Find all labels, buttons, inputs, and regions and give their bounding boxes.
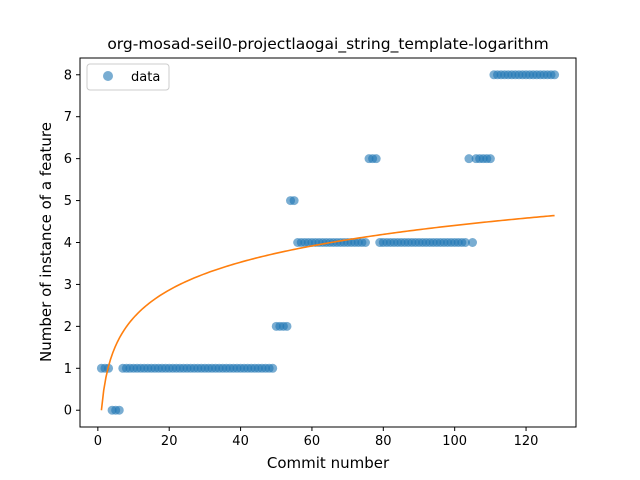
x-tick-label: 80 [375,434,392,449]
data-point [464,154,474,164]
data-point [114,405,124,415]
fit-line [100,214,555,411]
legend: data [86,63,170,91]
x-tick-label: 0 [94,434,102,449]
chart-title: org-mosad-seil0-projectlaogai_string_tem… [107,35,548,54]
x-tick-label: 100 [442,434,467,449]
y-tick-label: 3 [64,278,72,293]
y-tick-label: 7 [64,110,72,125]
y-tick-label: 1 [64,362,72,377]
legend-box [86,63,170,91]
x-tick-label: 20 [161,434,178,449]
data-point [360,238,370,247]
data-point [268,363,278,373]
legend-marker-data [103,71,113,81]
y-tick-label: 5 [64,194,72,209]
data-point [289,196,299,206]
x-axis-label: Commit number [267,454,390,472]
y-tick-label: 0 [64,404,72,419]
data-point [485,154,495,164]
data-point [550,70,560,80]
x-tick-label: 60 [304,434,321,449]
data-point [282,321,292,331]
data-point [460,238,470,247]
y-tick-label: 2 [64,320,72,335]
x-axis: 0 20 40 60 80 100 120 [94,427,539,449]
y-tick-label: 4 [64,236,72,251]
y-tick-label: 6 [64,152,72,167]
y-tick-label: 8 [64,68,72,83]
y-axis-label: Number of instance of a feature [37,122,55,362]
plot-area [96,70,560,415]
legend-label-data: data [131,70,160,85]
x-tick-label: 40 [232,434,249,449]
data-point [371,154,381,164]
x-tick-label: 120 [514,434,539,449]
y-axis: 0 1 2 3 4 5 6 7 8 [64,68,80,419]
data-point [468,238,478,247]
